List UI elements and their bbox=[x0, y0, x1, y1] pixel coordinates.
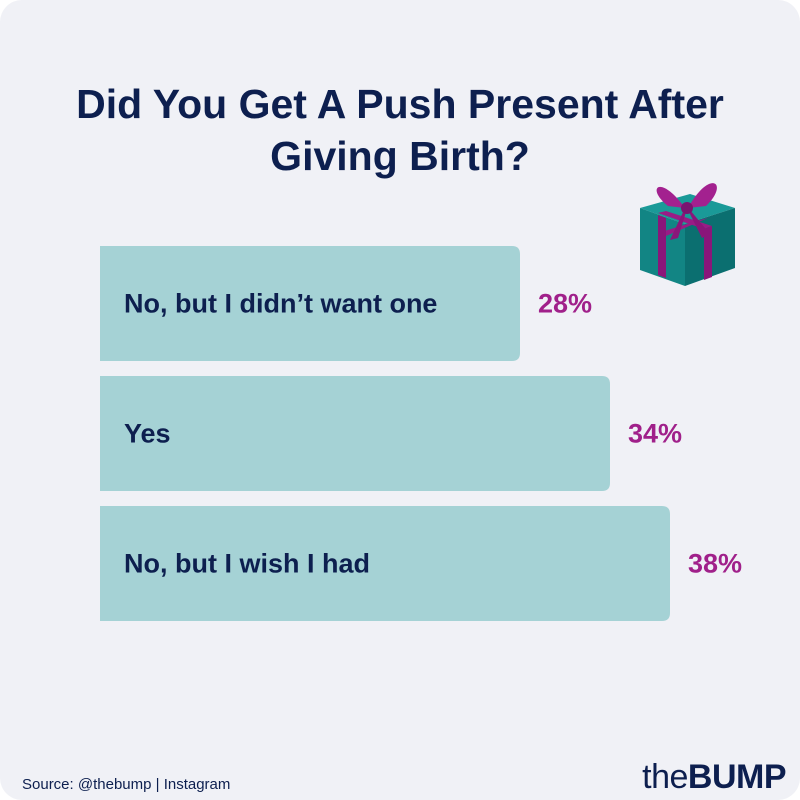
bar bbox=[100, 376, 610, 491]
bar bbox=[100, 246, 520, 361]
logo-name: BUMP bbox=[687, 758, 787, 796]
source: Source: @thebump | Instagram bbox=[22, 776, 231, 793]
category-label: No, but I wish I had bbox=[124, 549, 370, 579]
logo-prefix: the bbox=[642, 758, 688, 796]
gift-icon bbox=[640, 183, 735, 286]
value-label: 34% bbox=[628, 419, 682, 449]
category-label: Yes bbox=[124, 419, 171, 449]
bar bbox=[100, 506, 670, 621]
logo: theBUMP bbox=[642, 758, 786, 797]
chart-title: Did You Get A Push Present After Giving … bbox=[76, 81, 724, 179]
category-label: No, but I didn’t want one bbox=[124, 289, 437, 319]
value-label: 38% bbox=[688, 549, 742, 579]
value-label: 28% bbox=[538, 289, 592, 319]
